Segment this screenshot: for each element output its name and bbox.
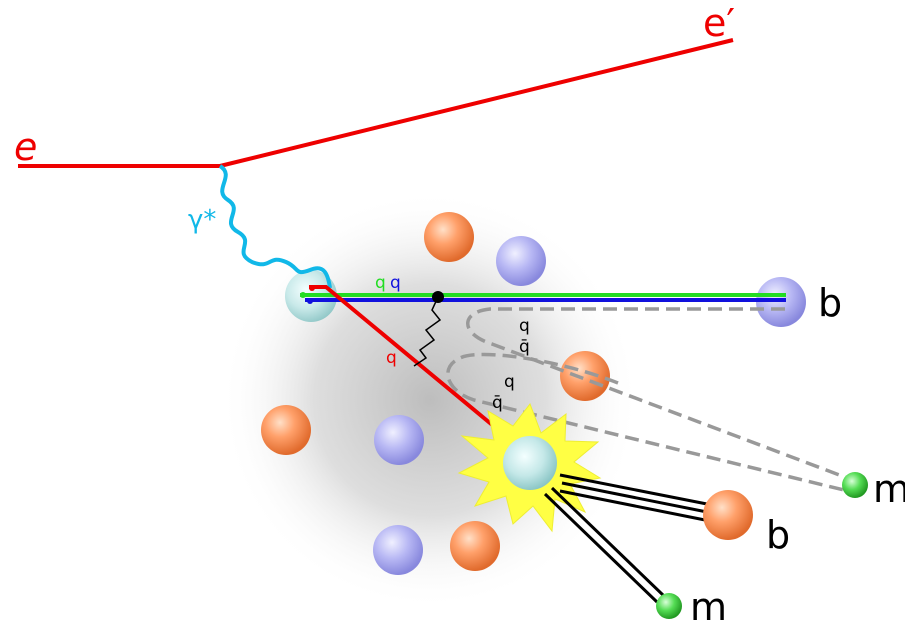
nucleons [261,212,610,575]
hadron-core-sphere [503,436,557,490]
photon-label: γ* [188,205,216,235]
recoil-meson-label: m [690,585,727,624]
quark-end-dot [300,292,306,298]
recoil-meson-track-2 [543,492,659,604]
neutron-sphere [373,525,423,575]
outgoing-electron-line [219,38,734,168]
recoil-tracks [543,473,713,604]
gluon-vertex-dot [432,291,444,303]
recoil-baryon-track-2 [561,481,713,515]
pair1-quark-label: q [519,316,530,336]
quark-end-dot [307,298,313,304]
forward-meson-label: m [873,467,905,511]
recoil-meson-track-1 [550,486,666,598]
struck-quark-label: q [386,348,397,368]
forward-baryon-label: b [818,281,842,325]
electron-in-label: e [14,125,37,169]
neutron-sphere [496,236,546,286]
gluon-line [413,296,442,367]
recoil-baryon-track-3 [559,489,711,523]
virtual-photon-line [218,164,332,289]
proton-sphere [261,405,311,455]
electron-out-label: e′ [703,1,735,45]
neutron-sphere [374,415,424,465]
string-inner [446,352,849,493]
quark-end-dot [309,285,315,291]
recoil-meson-sphere [656,593,682,619]
pair1-antiquark-label: q̄ [519,337,530,357]
proton-sphere [450,521,500,571]
pair2-quark-label: q [504,372,515,392]
recoil-baryon-track-1 [559,473,713,507]
lepton-lines [18,38,734,168]
forward-meson-sphere [842,472,868,498]
proton-sphere [560,351,610,401]
recoil-baryon-label: b [766,513,790,557]
diquark-q2-label: q [390,273,401,293]
pair2-antiquark-label: q̄ [492,393,503,413]
recoil-baryon-sphere [703,490,753,540]
proton-sphere [424,212,474,262]
string-outer [466,307,859,484]
diquark-q1-label: q [375,273,386,293]
color-strings [446,307,859,493]
